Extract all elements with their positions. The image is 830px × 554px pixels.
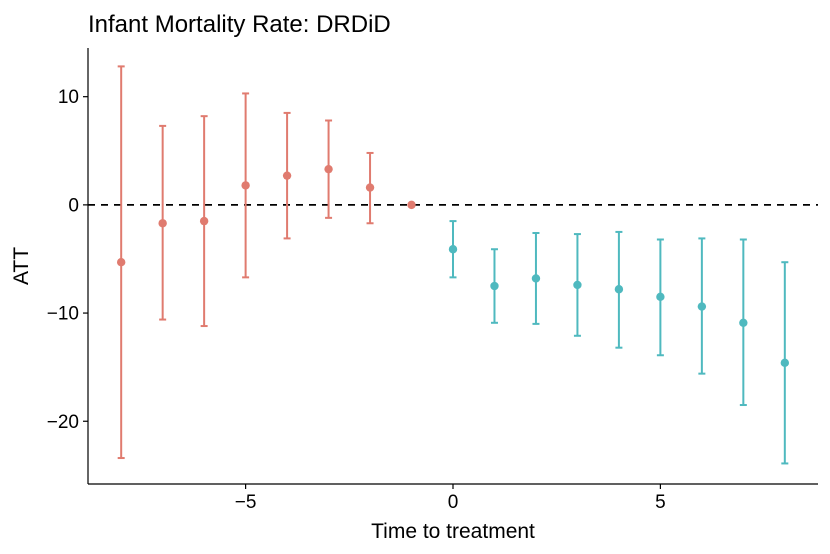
point-estimate [199,216,209,226]
series-pre-treatment [116,65,416,460]
y-axis-label: ATT [10,247,33,285]
point-estimate [158,219,167,228]
x-tick-label: 5 [655,492,666,513]
point-estimate [407,200,416,210]
y-tick-label: −20 [47,412,79,433]
x-tick-label: −5 [235,492,257,513]
point-estimate [573,280,582,290]
point-estimate [739,318,748,327]
point-estimate [282,171,292,180]
point-estimate [490,281,499,291]
point-estimate [448,245,458,254]
point-estimate [365,183,375,192]
series-post-treatment [448,220,790,465]
axes: 10 0 −10 −20 −5 0 5 [47,48,818,513]
data-marks [116,65,790,465]
point-estimate [697,302,707,311]
point-estimate [324,164,333,174]
point-estimate [780,358,790,368]
x-tick-label: 0 [448,492,459,513]
point-estimate [531,274,541,283]
point-estimate [656,292,665,302]
point-estimate [241,181,250,190]
point-estimate [116,258,126,267]
point-estimate [614,285,624,294]
y-tick-label: 0 [68,195,79,216]
y-tick-label: −10 [47,304,79,325]
x-axis-label: Time to treatment [371,520,535,543]
chart-title: Infant Mortality Rate: DRDiD [88,11,391,38]
y-tick-label: 10 [58,87,79,108]
